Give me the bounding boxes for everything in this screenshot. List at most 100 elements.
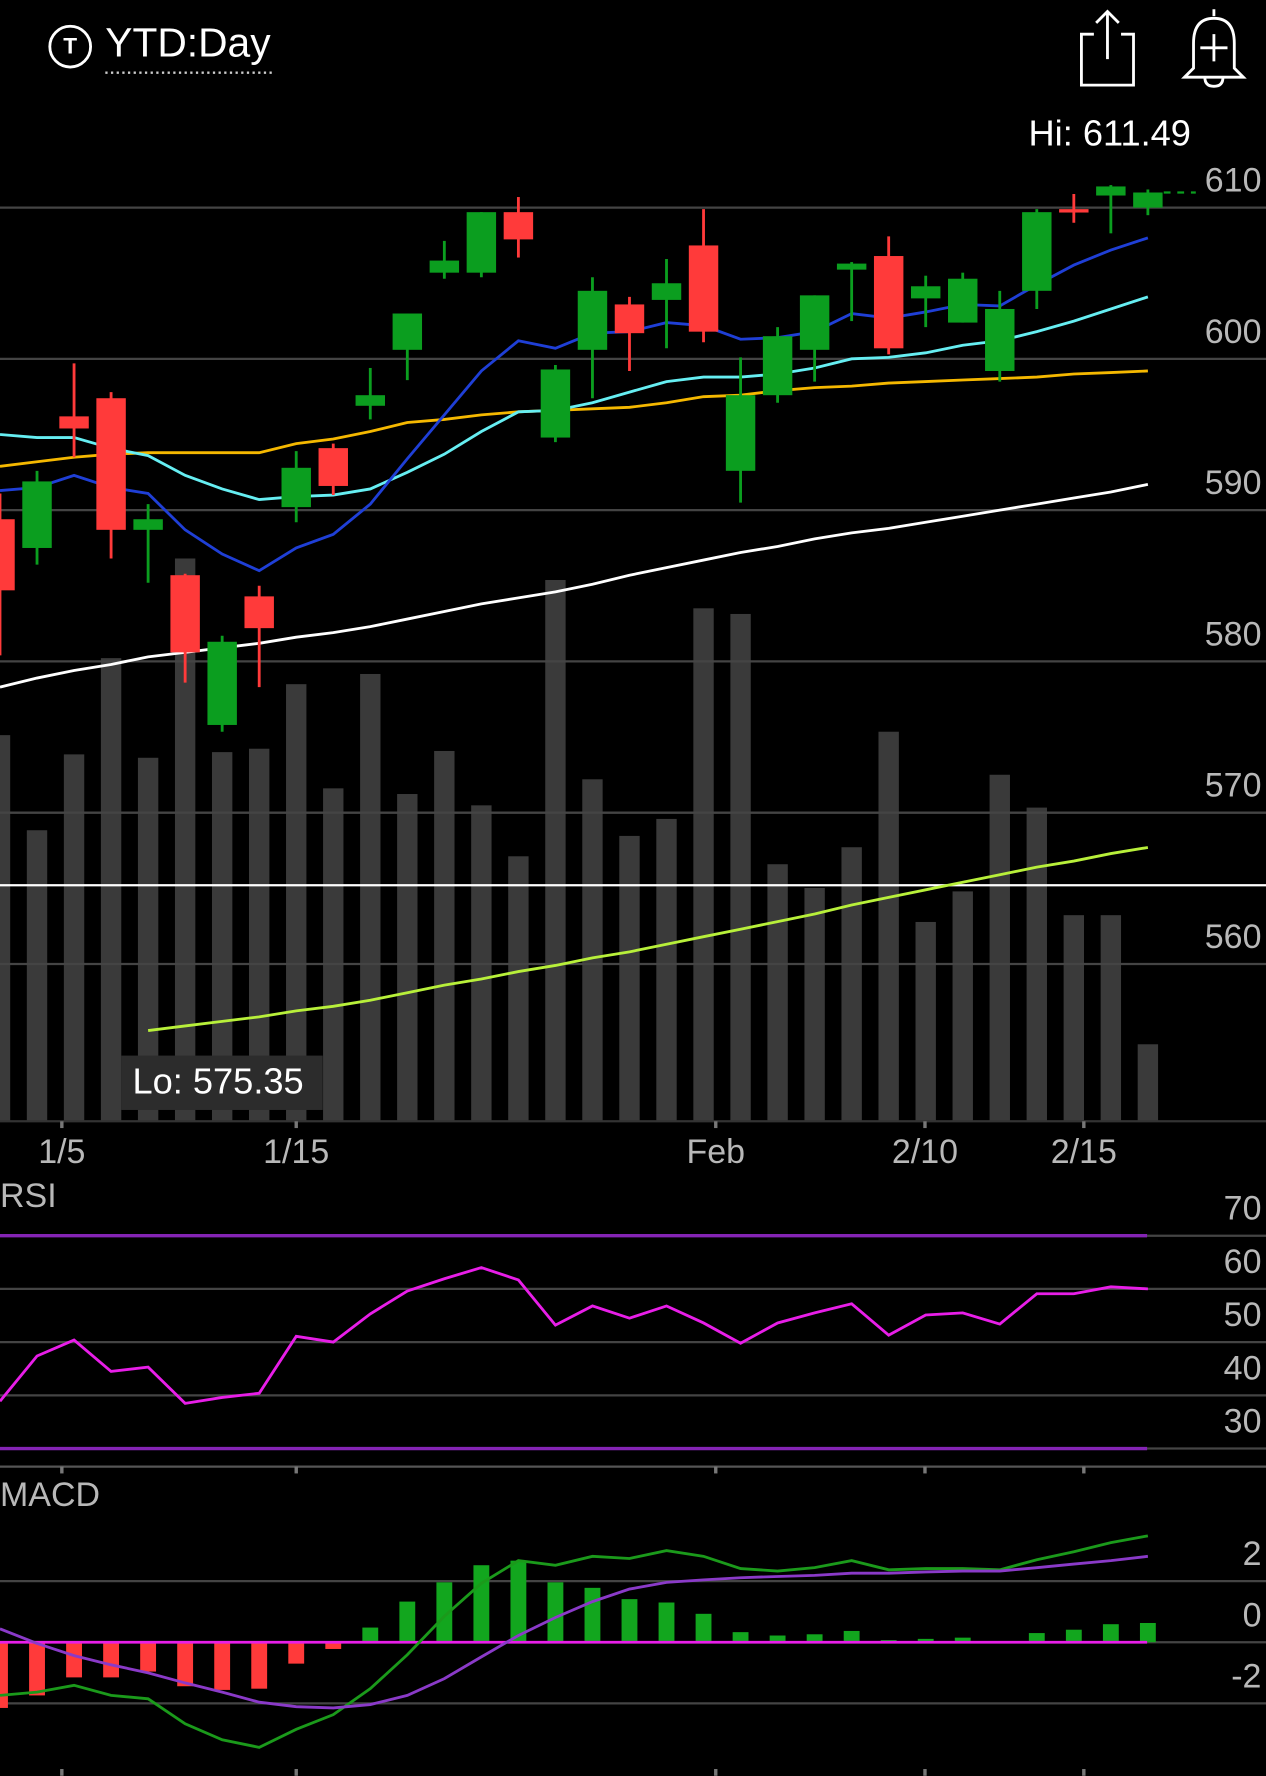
candle-body: [1133, 192, 1163, 208]
y-tick-label: -2: [1231, 1657, 1261, 1695]
y-tick-label: 70: [1224, 1190, 1262, 1228]
share-box: [1080, 32, 1135, 87]
moving-average: [0, 295, 1149, 502]
panel-title: RSI: [0, 1177, 57, 1215]
y-tick-label: 580: [1205, 615, 1262, 653]
y-tick-label: 600: [1205, 313, 1262, 351]
macd-line: [0, 1534, 1149, 1749]
histogram-bar: [66, 1642, 82, 1678]
y-tick-label: 560: [1205, 918, 1262, 956]
histogram-bar: [917, 1638, 934, 1643]
histogram-bar: [251, 1642, 268, 1689]
candle-body: [688, 245, 719, 332]
histogram-bar: [473, 1565, 490, 1643]
histogram-bar: [214, 1642, 231, 1690]
volume-bar: [841, 847, 862, 1122]
candle-body: [0, 519, 15, 591]
share-button[interactable]: [1080, 9, 1135, 87]
histogram-bar: [769, 1635, 786, 1643]
volume-bar: [100, 658, 122, 1122]
histogram-bar: [695, 1613, 712, 1643]
volume-bar: [545, 579, 566, 1122]
histogram-bar: [0, 1642, 8, 1708]
volume-bar: [915, 921, 936, 1122]
candle-body: [466, 212, 497, 273]
y-tick-label: 30: [1224, 1403, 1262, 1441]
y-tick-label: 60: [1224, 1243, 1262, 1281]
candle-body: [540, 369, 571, 438]
candle-body: [985, 308, 1015, 371]
candle-body: [392, 313, 423, 350]
histogram-bar: [325, 1642, 342, 1649]
volume-bar: [323, 788, 344, 1122]
bell: [1181, 9, 1247, 88]
low-label-box: [121, 1055, 323, 1110]
candle-body: [429, 260, 460, 273]
badge-circle: [48, 24, 93, 69]
y-tick-label: 590: [1205, 464, 1262, 502]
histogram-bar: [1065, 1629, 1082, 1643]
y-tick-label: 40: [1224, 1349, 1262, 1387]
volume-bar: [656, 818, 677, 1122]
histogram-bar: [806, 1634, 823, 1643]
volume-bar: [878, 731, 899, 1122]
alert-button[interactable]: [1181, 9, 1247, 88]
period-label: YTD:Day: [105, 19, 271, 65]
candle-body: [133, 519, 163, 530]
y-tick-label: 570: [1205, 767, 1262, 805]
candle-body: [948, 278, 978, 323]
candle-body: [614, 304, 645, 334]
candle-body: [762, 336, 793, 396]
y-tick-label: 0: [1243, 1596, 1262, 1634]
histogram-bar: [177, 1642, 194, 1687]
candle-body: [96, 398, 126, 530]
x-tick-label: 1/15: [263, 1133, 329, 1171]
histogram-bar: [621, 1599, 638, 1643]
candle-body: [244, 596, 274, 629]
x-tick-label: 2/10: [892, 1133, 958, 1171]
histogram-bar: [140, 1642, 157, 1672]
volume-bar: [1137, 1044, 1159, 1122]
high-label: Hi: 611.49: [1029, 113, 1191, 154]
y-tick-label: 50: [1224, 1296, 1262, 1334]
histogram-bar: [362, 1627, 379, 1643]
x-tick-label: 1/5: [38, 1133, 85, 1171]
volume-bar: [211, 752, 233, 1122]
candle-body: [59, 416, 89, 429]
candle-body: [836, 263, 867, 270]
volume-bar: [693, 608, 714, 1122]
volume-bar: [619, 835, 640, 1122]
x-tick-label: Feb: [686, 1133, 745, 1171]
histogram-bar: [510, 1560, 527, 1643]
volume-bar: [1063, 915, 1085, 1122]
histogram-bar: [732, 1632, 749, 1643]
volume-bar: [989, 774, 1010, 1122]
candle-body: [725, 395, 756, 471]
volume-bar: [767, 864, 788, 1122]
histogram-bar: [954, 1637, 971, 1643]
candle-body: [207, 641, 237, 725]
candle-body: [799, 295, 830, 350]
histogram-bar: [1139, 1622, 1156, 1643]
candle-body: [318, 448, 348, 486]
volume-bar: [249, 748, 270, 1122]
period-selector[interactable]: T YTD:Day: [48, 19, 275, 74]
panel-title: MACD: [0, 1476, 100, 1514]
volume-bar: [63, 754, 85, 1122]
candle-body: [503, 212, 534, 240]
volume-bar: [804, 888, 825, 1122]
volume-bar: [0, 735, 11, 1122]
candle-body: [577, 290, 608, 350]
candle-body: [910, 286, 941, 299]
volume-bar: [434, 750, 455, 1122]
candle-body: [1059, 209, 1089, 213]
volume-bar: [360, 673, 381, 1122]
y-tick-label: 610: [1205, 162, 1262, 200]
volume-bar: [174, 558, 196, 1122]
y-tick-label: 2: [1243, 1535, 1262, 1573]
moving-average: [147, 846, 1149, 1032]
histogram-bar: [399, 1601, 416, 1643]
candle-body: [651, 283, 682, 300]
